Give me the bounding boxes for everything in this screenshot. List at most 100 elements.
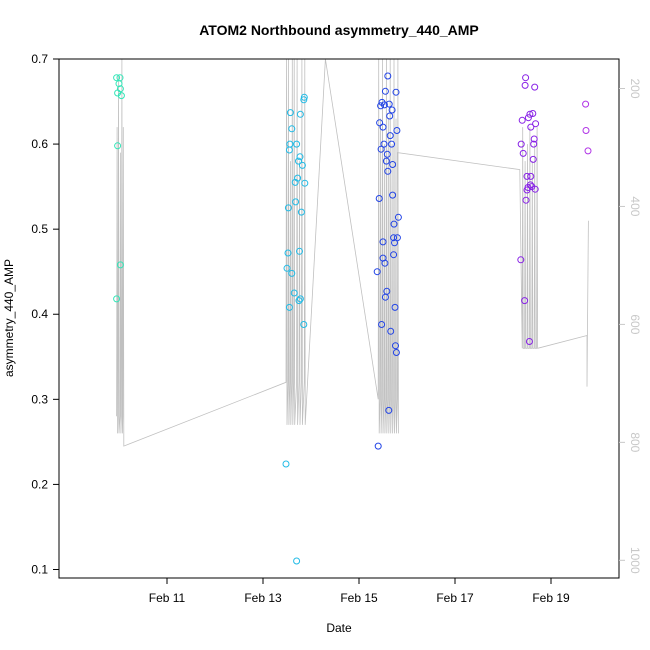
y-tick-label: 0.3	[31, 392, 48, 406]
data-point	[283, 264, 291, 272]
data-point	[527, 123, 535, 131]
data-point	[113, 295, 121, 303]
x-axis: Feb 11 Feb 13 Feb 15 Feb 17 Feb 19	[149, 578, 570, 605]
y-axis-label: asymmetry_440_AMP	[2, 259, 16, 377]
data-point	[389, 191, 397, 199]
right-tick-label: 200	[628, 78, 642, 98]
data-point	[298, 161, 306, 169]
data-point	[295, 297, 303, 305]
data-point	[300, 321, 308, 328]
data-point	[385, 100, 393, 108]
data-point	[300, 96, 308, 104]
depth-line-layer	[116, 58, 589, 447]
data-point	[380, 140, 388, 148]
data-point	[300, 93, 308, 101]
data-point	[389, 161, 397, 168]
x-axis-label: Date	[326, 621, 352, 635]
data-point	[288, 125, 296, 133]
data-point	[384, 72, 392, 80]
data-point	[518, 116, 526, 124]
y-tick-label: 0.2	[31, 477, 48, 491]
data-point	[295, 157, 302, 165]
data-point	[116, 85, 124, 93]
data-point	[529, 110, 537, 117]
x-tick-label: Feb 17	[436, 591, 474, 605]
data-point	[532, 120, 540, 128]
data-point	[296, 247, 303, 255]
data-point	[582, 100, 590, 108]
data-point	[382, 157, 390, 165]
data-point	[285, 303, 293, 311]
data-point	[584, 147, 592, 155]
data-point	[288, 269, 296, 277]
data-point	[582, 127, 590, 134]
y-tick-label: 0.5	[31, 222, 48, 236]
data-point	[383, 150, 391, 158]
data-point	[393, 234, 401, 242]
data-point	[296, 295, 304, 303]
data-point	[116, 74, 124, 82]
data-point	[384, 167, 392, 175]
right-tick-label: 600	[628, 314, 642, 334]
data-point	[394, 213, 402, 221]
data-point	[519, 149, 527, 157]
data-point	[282, 460, 290, 468]
data-point	[294, 174, 302, 182]
depth-trace-line	[116, 58, 589, 447]
data-point	[286, 140, 294, 148]
data-point	[388, 106, 396, 114]
data-point	[521, 297, 529, 305]
data-point	[373, 268, 381, 276]
plot-box	[58, 58, 620, 579]
data-point	[383, 287, 391, 295]
right-tick-label: 800	[628, 432, 642, 452]
data-point	[526, 110, 534, 118]
data-point	[375, 195, 383, 202]
data-point	[292, 198, 300, 206]
data-point	[523, 172, 531, 180]
data-point	[390, 234, 398, 242]
data-point	[522, 196, 530, 204]
data-point	[297, 208, 305, 216]
data-point	[296, 110, 304, 118]
data-point	[286, 109, 294, 117]
data-point	[117, 92, 125, 100]
data-point	[391, 239, 398, 247]
data-point	[527, 172, 535, 180]
data-point	[388, 140, 396, 148]
data-point	[386, 112, 394, 120]
y-tick-label: 0.1	[31, 562, 48, 576]
data-point	[284, 204, 292, 212]
data-point	[517, 256, 525, 264]
data-point	[390, 251, 398, 259]
data-point	[530, 135, 538, 143]
y-tick-label: 0.7	[31, 52, 48, 66]
right-tick-label: 400	[628, 196, 642, 216]
data-point	[379, 123, 387, 131]
data-point	[517, 140, 525, 148]
data-point	[524, 114, 532, 122]
x-tick-label: Feb 19	[532, 591, 570, 605]
data-point	[381, 293, 389, 301]
data-point	[379, 238, 387, 246]
data-point	[374, 442, 382, 450]
data-point	[531, 83, 539, 91]
data-point	[391, 303, 399, 311]
y-axis: 0.1 0.2 0.3 0.4 0.5 0.6 0.7	[31, 52, 59, 576]
data-point	[525, 338, 533, 345]
data-point	[293, 557, 301, 565]
data-point	[392, 342, 399, 350]
data-point	[293, 140, 301, 148]
data-point	[378, 321, 386, 328]
y-tick-label: 0.6	[31, 137, 48, 151]
data-point	[301, 179, 309, 187]
data-point	[116, 261, 124, 269]
data-point	[386, 132, 394, 140]
data-point	[522, 74, 530, 82]
data-point	[529, 155, 537, 163]
data-point	[284, 249, 292, 257]
data-point	[114, 142, 122, 150]
data-point	[390, 220, 398, 228]
x-tick-label: Feb 11	[149, 591, 186, 605]
